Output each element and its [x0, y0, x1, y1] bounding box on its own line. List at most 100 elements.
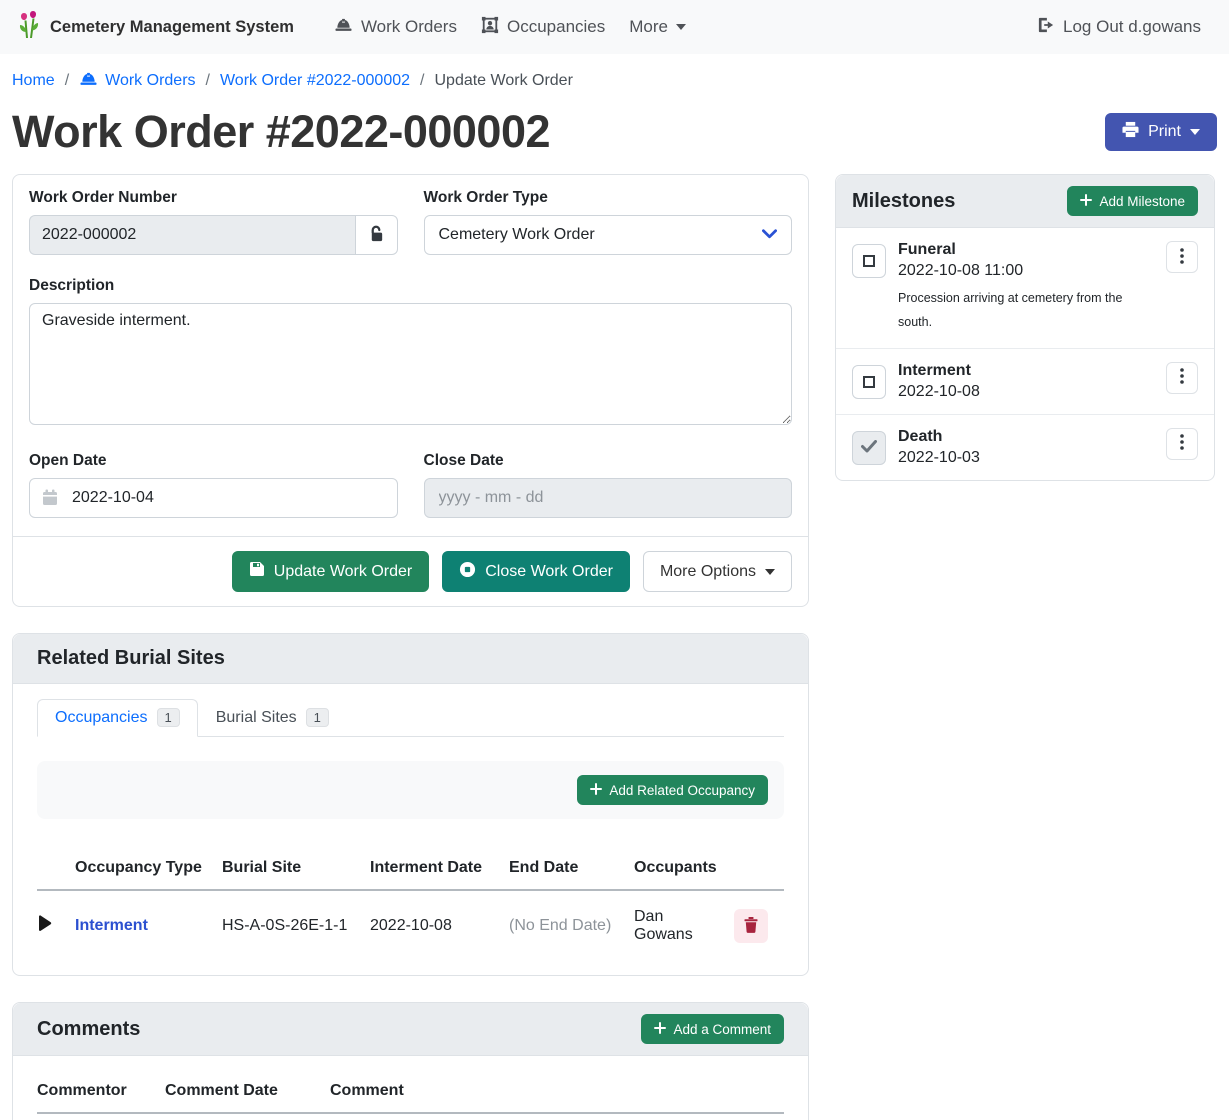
column-header: End Date — [509, 847, 634, 891]
add-related-occupancy-button[interactable]: Add Related Occupancy — [577, 775, 768, 805]
occupancies-toolbar: Add Related Occupancy — [37, 761, 784, 819]
button-label: More Options — [659, 562, 756, 580]
breadcrumb-home[interactable]: Home — [12, 72, 55, 90]
lock-open-icon — [368, 225, 385, 246]
button-label: Update Work Order — [273, 562, 413, 580]
column-header-actions — [734, 847, 784, 891]
milestones-title: Milestones — [852, 189, 956, 212]
occupant-frame-icon — [481, 16, 499, 39]
milestone-menu-button[interactable] — [1166, 241, 1198, 273]
commentor-cell: d.gowans — [37, 1113, 165, 1120]
checkbox-square-icon — [863, 375, 875, 388]
tab-occupancies[interactable]: Occupancies 1 — [37, 699, 198, 737]
milestone-item-interment: Interment 2022-10-08 — [836, 347, 1214, 414]
page-title: Work Order #2022-000002 — [12, 106, 551, 157]
column-header: Comment — [330, 1070, 658, 1114]
column-header-actions — [658, 1070, 784, 1114]
milestone-title: Funeral — [898, 241, 956, 258]
logout-link[interactable]: Log Out d.gowans — [1025, 9, 1213, 46]
breadcrumb-work-orders[interactable]: Work Orders — [79, 70, 196, 92]
related-tabs: Occupancies 1 Burial Sites 1 — [37, 699, 784, 737]
breadcrumb-work-order-number[interactable]: Work Order #2022-000002 — [220, 72, 410, 90]
hard-hat-icon — [334, 16, 353, 38]
milestone-checkbox-unchecked[interactable] — [852, 244, 886, 278]
work-order-type-select[interactable]: Cemetery Work Order — [423, 215, 792, 255]
milestones-card: Milestones Add Milestone Funeral 2022-10… — [835, 174, 1215, 481]
tab-label: Occupancies — [55, 708, 148, 726]
nav-item-occupancies[interactable]: Occupancies — [469, 8, 617, 47]
description-textarea[interactable]: Graveside interment. — [29, 303, 792, 425]
close-date-input[interactable] — [423, 478, 792, 518]
nav-item-work-orders[interactable]: Work Orders — [322, 8, 469, 46]
comments-table: Commentor Comment Date Comment d.gowans … — [37, 1070, 784, 1120]
work-order-number-label: Work Order Number — [29, 189, 177, 206]
milestone-description: Procession arriving at cemetery from the… — [898, 291, 1123, 329]
sign-out-icon — [1037, 17, 1055, 38]
tab-count-badge: 1 — [305, 708, 329, 727]
add-milestone-button[interactable]: Add Milestone — [1067, 186, 1198, 216]
work-order-type-field: Work Order Type Cemetery Work Order — [423, 189, 792, 255]
brand[interactable]: Cemetery Management System — [16, 10, 294, 44]
open-date-field: Open Date — [29, 452, 398, 518]
tab-count-badge: 1 — [156, 708, 180, 727]
occupants-cell: Dan Gowans — [634, 908, 693, 943]
description-field: Description Graveside interment. — [29, 277, 792, 430]
interment-date-cell: 2022-10-08 — [370, 917, 452, 934]
tulip-logo-icon — [16, 10, 42, 44]
breadcrumb-label: Home — [12, 72, 55, 89]
milestone-menu-button[interactable] — [1166, 427, 1198, 460]
print-label: Print — [1148, 123, 1181, 140]
plus-icon — [1080, 193, 1093, 209]
comments-card: Comments Add a Comment Commentor Comment… — [12, 1002, 809, 1120]
check-icon — [861, 439, 877, 456]
open-date-input[interactable] — [29, 478, 398, 518]
milestone-title: Death — [898, 427, 943, 445]
occupancy-row: Interment HS-A-0S-26E-1-1 2022-10-08 (No… — [37, 890, 784, 961]
comment-cell: Family scheduled to be on site at 12:30. — [330, 1113, 658, 1120]
close-work-order-button[interactable]: Close Work Order — [442, 551, 630, 592]
comments-title: Comments — [37, 1017, 141, 1040]
plus-icon — [654, 1021, 667, 1037]
work-order-number-field: Work Order Number — [29, 189, 398, 255]
unlock-button[interactable] — [355, 215, 398, 255]
breadcrumb-separator — [420, 72, 424, 90]
breadcrumb-label: Work Order #2022-000002 — [219, 72, 411, 89]
work-order-number-input[interactable] — [29, 215, 356, 255]
update-work-order-button[interactable]: Update Work Order — [231, 551, 430, 592]
milestone-item-death: Death 2022-10-03 — [836, 413, 1214, 480]
chevron-down-icon — [762, 226, 777, 244]
checkbox-square-icon — [863, 255, 875, 267]
tab-burial-sites[interactable]: Burial Sites 1 — [198, 699, 347, 737]
kebab-icon — [1180, 434, 1184, 453]
expand-row-icon[interactable] — [37, 915, 52, 936]
milestone-checkbox-unchecked[interactable] — [852, 364, 886, 399]
column-header: Occupants — [634, 847, 734, 891]
milestone-checkbox-checked[interactable] — [852, 430, 886, 465]
comment-date-cell: 2022-10-07 10:08 — [165, 1113, 330, 1120]
close-date-field: Close Date — [423, 452, 792, 518]
kebab-icon — [1180, 247, 1184, 267]
button-label: Close Work Order — [485, 562, 613, 580]
tab-label: Burial Sites — [215, 708, 297, 726]
burial-site-cell: HS-A-0S-26E-1-1 — [222, 917, 348, 934]
breadcrumb-separator — [65, 72, 69, 90]
related-burial-sites-card: Related Burial Sites Occupancies 1 Buria… — [12, 633, 809, 976]
milestone-menu-button[interactable] — [1166, 361, 1198, 394]
nav-item-more[interactable]: More — [617, 9, 698, 45]
description-label: Description — [29, 277, 115, 294]
chevron-down-icon — [676, 24, 686, 30]
breadcrumb-separator — [206, 72, 210, 90]
breadcrumb-label: Work Orders — [105, 72, 196, 89]
work-order-type-label: Work Order Type — [423, 189, 548, 206]
milestone-date: 2022-10-08 11:00 — [898, 262, 1024, 279]
plus-icon — [590, 782, 603, 798]
print-button[interactable]: Print — [1105, 113, 1217, 151]
trash-icon — [744, 916, 758, 936]
add-comment-button[interactable]: Add a Comment — [641, 1014, 784, 1044]
delete-occupancy-button[interactable] — [734, 909, 768, 943]
occupancy-type-link[interactable]: Interment — [75, 917, 148, 934]
more-options-button[interactable]: More Options — [642, 551, 792, 592]
brand-title: Cemetery Management System — [50, 17, 294, 36]
nav-item-label: More — [629, 17, 668, 36]
comment-row: d.gowans 2022-10-07 10:08 Family schedul… — [37, 1113, 784, 1120]
